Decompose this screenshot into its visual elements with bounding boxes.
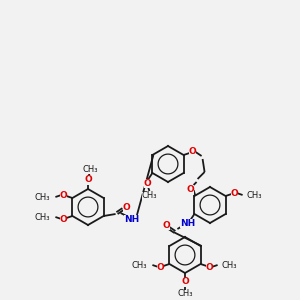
Text: CH₃: CH₃ bbox=[142, 191, 157, 200]
Text: O: O bbox=[123, 203, 130, 212]
Text: CH₃: CH₃ bbox=[247, 190, 262, 200]
Text: CH₃: CH₃ bbox=[82, 164, 98, 173]
Text: CH₃: CH₃ bbox=[177, 290, 193, 298]
Text: O: O bbox=[231, 188, 239, 197]
Text: O: O bbox=[163, 220, 170, 230]
Text: O: O bbox=[59, 190, 67, 200]
Text: O: O bbox=[59, 214, 67, 224]
Text: NH: NH bbox=[180, 218, 195, 227]
Text: O: O bbox=[187, 184, 194, 194]
Text: O: O bbox=[84, 176, 92, 184]
Text: O: O bbox=[143, 178, 151, 188]
Text: CH₃: CH₃ bbox=[35, 212, 50, 221]
Text: O: O bbox=[181, 278, 189, 286]
Text: O: O bbox=[189, 148, 196, 157]
Text: CH₃: CH₃ bbox=[35, 193, 50, 202]
Text: O: O bbox=[206, 262, 214, 272]
Text: CH₃: CH₃ bbox=[132, 260, 147, 269]
Text: NH: NH bbox=[124, 214, 139, 224]
Text: CH₃: CH₃ bbox=[222, 260, 237, 269]
Text: O: O bbox=[157, 262, 164, 272]
